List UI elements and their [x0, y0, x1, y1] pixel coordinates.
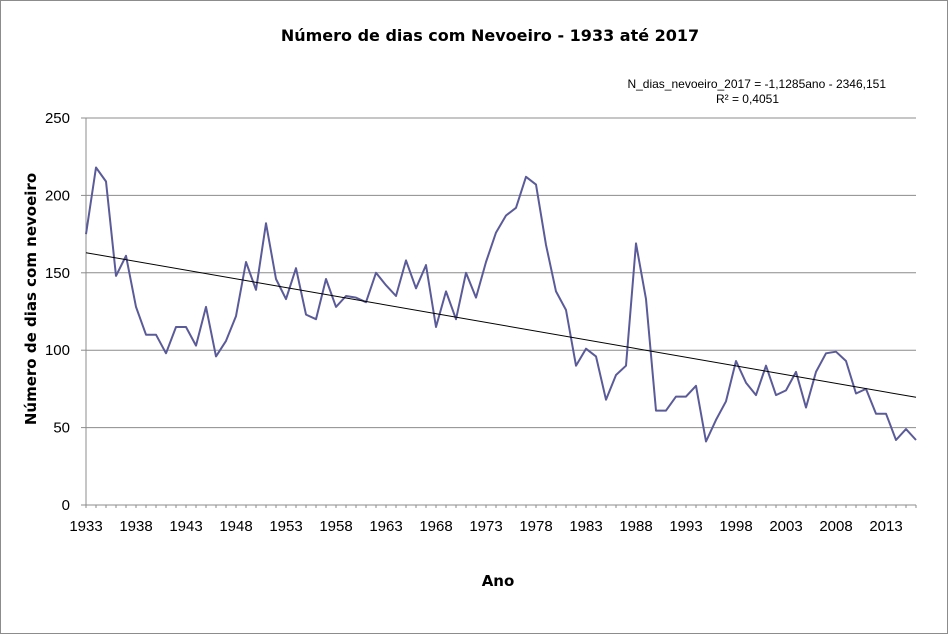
- x-tick-label: 2008: [819, 518, 852, 535]
- series-lines: [85, 166, 917, 443]
- y-tick-label: 150: [45, 265, 70, 282]
- trendline-r2: R² = 0,4051: [716, 92, 779, 106]
- y-tick-label: 0: [62, 497, 70, 514]
- x-tick-label: 1933: [69, 518, 102, 535]
- x-tick-labels: 1933 1938 1943 1948 1953 1958 1963 1968 1973 1978…: [69, 518, 902, 535]
- y-tick-label: 50: [53, 420, 70, 437]
- x-tick-label: 2013: [869, 518, 902, 535]
- x-tick-label: 1948: [219, 518, 252, 535]
- x-tick-label: 1968: [419, 518, 452, 535]
- trendline: [85, 252, 917, 398]
- chart-title: Número de dias com Nevoeiro - 1933 até 2…: [281, 26, 699, 45]
- trendline-equation: N_dias_nevoeiro_2017 = -1,1285ano - 2346…: [627, 77, 886, 91]
- y-tick-label: 250: [45, 110, 70, 127]
- x-tick-label: 1943: [169, 518, 202, 535]
- x-tick-label: 1983: [569, 518, 602, 535]
- x-tick-label: 1973: [469, 518, 502, 535]
- x-tick-label: 1963: [369, 518, 402, 535]
- x-tick-label: 1988: [619, 518, 652, 535]
- y-axis-title: Número de dias com nevoeiro: [22, 173, 40, 425]
- y-tick-label: 100: [45, 342, 70, 359]
- x-tick-label: 1978: [519, 518, 552, 535]
- x-tick-label: 1993: [669, 518, 702, 535]
- y-tick-labels: 0 50 100 150 200 250: [45, 110, 70, 514]
- axes: [81, 117, 917, 508]
- x-tick-label: 1938: [119, 518, 152, 535]
- x-tick-label: 1953: [269, 518, 302, 535]
- x-tick-label: 1998: [719, 518, 752, 535]
- y-tick-label: 200: [45, 187, 70, 204]
- x-axis-title: Ano: [482, 572, 515, 590]
- series-line-0: [85, 166, 917, 443]
- gridlines: [86, 117, 916, 429]
- x-tick-label: 2003: [769, 518, 802, 535]
- x-tick-label: 1958: [319, 518, 352, 535]
